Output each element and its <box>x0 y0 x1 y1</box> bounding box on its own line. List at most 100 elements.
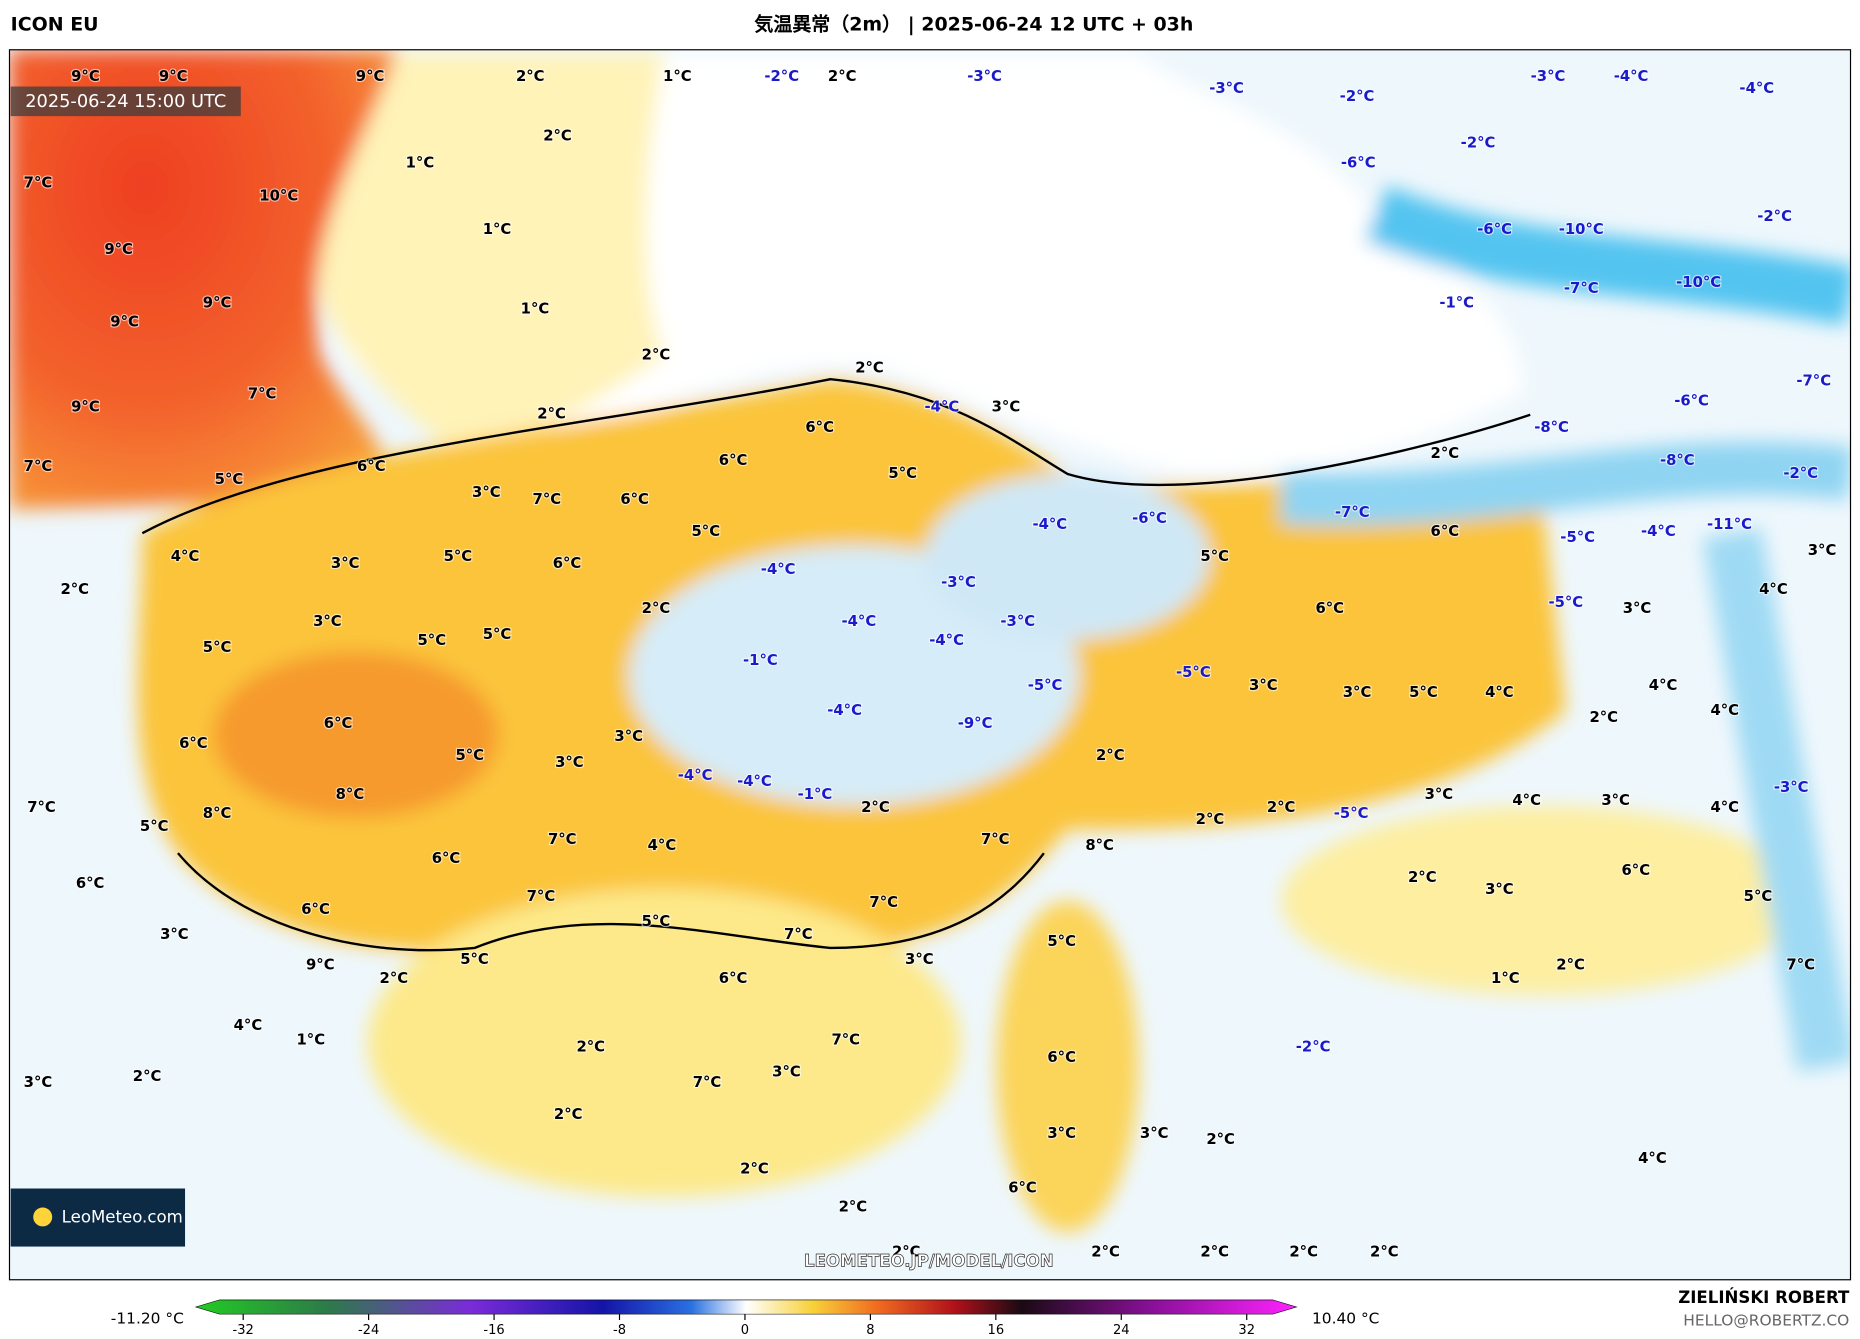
anomaly-label: 3°C <box>614 728 643 745</box>
anomaly-label: 9°C <box>159 68 188 85</box>
anomaly-label: 2°C <box>1096 747 1125 764</box>
colorbar-tick-label: 0 <box>741 1323 749 1338</box>
anomaly-label: 9°C <box>356 68 385 85</box>
anomaly-label: -4°C <box>1641 523 1676 540</box>
anomaly-label: 2°C <box>1267 799 1296 816</box>
anomaly-label: -1°C <box>798 786 833 803</box>
anomaly-label: -4°C <box>841 613 876 630</box>
anomaly-label: -10°C <box>1676 274 1721 291</box>
anomaly-label: 5°C <box>1200 548 1229 565</box>
colorbar-tick-label: 16 <box>988 1323 1005 1338</box>
anomaly-labels: 9°C 9°C 9°C 2°C 1°C -2°C 2°C -3°C -3°C -2°C -3°C -4… <box>22 67 1837 1262</box>
anomaly-label: 1°C <box>1491 970 1520 987</box>
anomaly-label: -2°C <box>764 68 799 85</box>
anomaly-label: -5°C <box>1548 594 1583 611</box>
anomaly-label: 4°C <box>1638 1150 1667 1167</box>
anomaly-label: 5°C <box>444 548 473 565</box>
anomaly-label: 3°C <box>555 754 584 771</box>
anomaly-label: 2°C <box>828 68 857 85</box>
anomaly-label: 2°C <box>855 360 884 377</box>
anomaly-label: 2°C <box>1556 957 1585 974</box>
anomaly-label: 4°C <box>1512 792 1541 809</box>
anomaly-label: 6°C <box>620 491 649 508</box>
timestamp: 2025-06-24 15:00 UTC <box>25 91 226 112</box>
anomaly-label: -3°C <box>1774 779 1809 796</box>
anomaly-label: 2°C <box>537 406 566 423</box>
email: HELLO@ROBERTZ.CO <box>1683 1312 1849 1330</box>
anomaly-label: -5°C <box>1334 805 1369 822</box>
anomaly-label: -4°C <box>1614 68 1649 85</box>
anomaly-label: -3°C <box>1000 613 1035 630</box>
anomaly-label: -5°C <box>1028 677 1063 694</box>
anomaly-label: 7°C <box>24 175 53 192</box>
anomaly-label: 5°C <box>483 626 512 643</box>
anomaly-label: 2°C <box>1431 445 1460 462</box>
anomaly-label: 6°C <box>719 452 748 469</box>
anomaly-label: 4°C <box>1710 702 1739 719</box>
anomaly-label: -6°C <box>1341 155 1376 172</box>
anomaly-label: 3°C <box>1808 542 1837 559</box>
anomaly-label: 7°C <box>831 1031 860 1048</box>
anomaly-label: 4°C <box>171 548 200 565</box>
model-name: ICON EU <box>11 13 99 35</box>
anomaly-label: 3°C <box>992 399 1021 416</box>
anomaly-label: 6°C <box>1315 600 1344 617</box>
anomaly-label: 4°C <box>648 837 677 854</box>
anomaly-label: 2°C <box>576 1039 605 1056</box>
anomaly-label: 5°C <box>692 523 721 540</box>
anomaly-label: -9°C <box>958 715 993 732</box>
anomaly-label: -4°C <box>678 767 713 784</box>
anomaly-label: 5°C <box>140 818 169 835</box>
anomaly-label: 1°C <box>483 221 512 238</box>
anomaly-label: 6°C <box>432 850 461 867</box>
anomaly-label: 3°C <box>1425 786 1454 803</box>
anomaly-label: 3°C <box>1249 677 1278 694</box>
anomaly-label: 3°C <box>331 555 360 572</box>
anomaly-label: 8°C <box>1085 837 1114 854</box>
anomaly-label: -2°C <box>1783 465 1818 482</box>
anomaly-label: -1°C <box>743 652 778 669</box>
anomaly-label: -3°C <box>1531 68 1566 85</box>
anomaly-label: -6°C <box>1477 221 1512 238</box>
anomaly-label: 2°C <box>861 799 890 816</box>
anomaly-label: -8°C <box>1534 419 1569 436</box>
anomaly-label: 7°C <box>27 799 56 816</box>
anomaly-label: -2°C <box>1461 134 1496 151</box>
anomaly-label: 10°C <box>259 188 298 205</box>
colorbar-min: -11.20 °C <box>111 1309 184 1327</box>
anomaly-label: 3°C <box>472 484 501 501</box>
anomaly-label: 2°C <box>1196 811 1225 828</box>
anomaly-label: 6°C <box>357 458 386 475</box>
anomaly-label: 2°C <box>1589 709 1618 726</box>
anomaly-label: 2°C <box>642 600 671 617</box>
logo: LeoMeteo.com <box>62 1208 183 1227</box>
anomaly-label: 8°C <box>336 786 365 803</box>
anomaly-label: 7°C <box>981 831 1010 848</box>
anomaly-label: 5°C <box>417 632 446 649</box>
anomaly-label: 7°C <box>1786 957 1815 974</box>
anomaly-label: 4°C <box>1485 684 1514 701</box>
anomaly-label: 9°C <box>71 68 100 85</box>
anomaly-label: 5°C <box>1409 684 1438 701</box>
anomaly-label: -10°C <box>1559 221 1604 238</box>
anomaly-label: 2°C <box>1289 1244 1318 1261</box>
anomaly-label: 3°C <box>1485 881 1514 898</box>
anomaly-label: 3°C <box>905 951 934 968</box>
anomaly-label: 6°C <box>301 901 330 918</box>
anomaly-label: -4°C <box>925 399 960 416</box>
anomaly-label: -8°C <box>1660 452 1695 469</box>
anomaly-label: -4°C <box>1032 516 1067 533</box>
anomaly-label: 5°C <box>888 465 917 482</box>
watermark: LEOMETEO.JP/MODEL/ICON <box>804 1251 1054 1270</box>
colorbar-tick-label: 8 <box>866 1323 874 1338</box>
anomaly-label: 6°C <box>553 555 582 572</box>
anomaly-label: 3°C <box>160 926 189 943</box>
anomaly-label: 7°C <box>869 894 898 911</box>
colorbar-tick-label: 32 <box>1238 1323 1255 1338</box>
anomaly-label: 9°C <box>104 241 133 258</box>
anomaly-label: 2°C <box>1206 1131 1235 1148</box>
anomaly-label: -4°C <box>737 773 772 790</box>
anomaly-label: 2°C <box>1408 869 1437 886</box>
anomaly-label: 4°C <box>234 1017 263 1034</box>
